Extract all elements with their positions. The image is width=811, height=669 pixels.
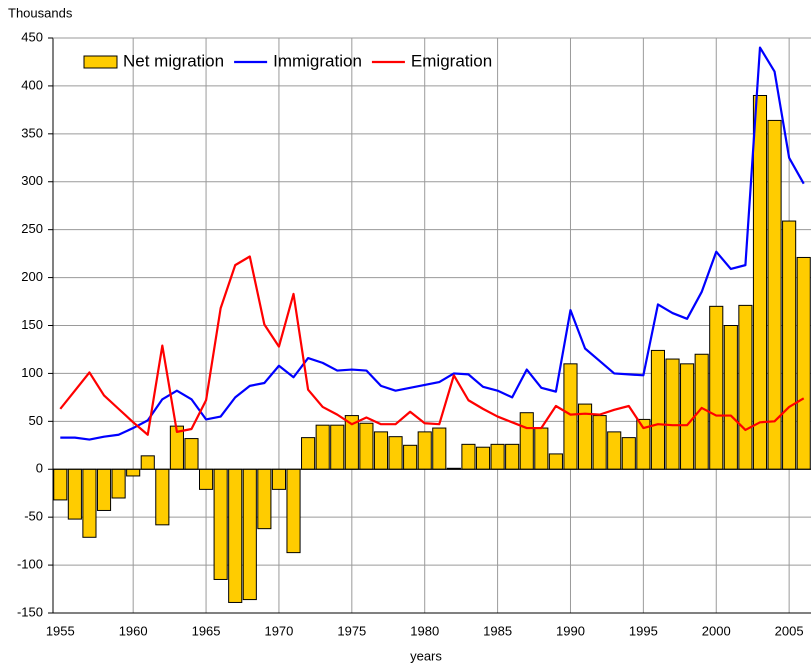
- bar: [548, 453, 563, 470]
- bar: [373, 431, 389, 470]
- y-tick-label: -150: [17, 604, 43, 619]
- bar: [738, 304, 753, 470]
- bar: [680, 363, 695, 470]
- x-axis-label: years: [410, 648, 442, 663]
- bar: [257, 468, 272, 530]
- bar: [111, 468, 126, 499]
- line: [60, 46, 805, 441]
- bar: [796, 256, 811, 470]
- bar: [96, 468, 112, 511]
- bar: [359, 422, 374, 470]
- y-tick-label: 100: [21, 365, 43, 380]
- bar: [534, 427, 549, 470]
- legend-label: Net migration: [123, 51, 224, 70]
- x-tick-label: 2005: [775, 623, 804, 638]
- y-axis-label: Thousands: [8, 5, 73, 20]
- x-tick-label: 1985: [483, 623, 512, 638]
- line: [59, 255, 805, 436]
- y-tick-label: 450: [21, 29, 43, 44]
- x-tick-label: 2000: [702, 623, 731, 638]
- y-tick-label: 50: [29, 413, 43, 428]
- bar: [286, 468, 301, 554]
- y-tick-label: 150: [21, 317, 43, 332]
- bar: [301, 437, 316, 470]
- bar: [184, 438, 199, 470]
- bar: [388, 436, 403, 470]
- x-tick-label: 1975: [337, 623, 366, 638]
- x-tick-label: 1990: [556, 623, 585, 638]
- bar: [140, 455, 155, 470]
- bar: [213, 468, 228, 580]
- bar: [198, 468, 214, 490]
- x-tick-label: 1955: [46, 623, 75, 638]
- bar: [519, 412, 534, 470]
- bar: [417, 431, 432, 470]
- y-tick-label: 0: [36, 461, 43, 476]
- legend-swatch: [83, 55, 118, 69]
- y-tick-label: 300: [21, 173, 43, 188]
- x-tick-label: 1965: [192, 623, 221, 638]
- bar: [432, 427, 447, 470]
- bar: [650, 349, 666, 470]
- x-tick-label: 1995: [629, 623, 658, 638]
- bar: [271, 468, 287, 490]
- y-tick-label: 350: [21, 125, 43, 140]
- y-tick-label: -50: [24, 509, 43, 524]
- bar: [155, 468, 170, 526]
- bar: [330, 424, 345, 470]
- bar: [709, 305, 724, 470]
- bar: [461, 443, 476, 470]
- bar: [665, 358, 680, 470]
- y-tick-label: 250: [21, 221, 43, 236]
- bar: [126, 468, 141, 477]
- bar: [752, 95, 768, 470]
- bar: [228, 468, 243, 603]
- bar: [621, 437, 636, 470]
- bar: [82, 468, 97, 538]
- x-tick-label: 1960: [119, 623, 148, 638]
- legend-label: Emigration: [411, 51, 492, 70]
- bar: [607, 431, 622, 470]
- bar: [67, 468, 82, 520]
- y-tick-label: -100: [17, 557, 43, 572]
- bar: [505, 443, 520, 470]
- bar: [53, 468, 68, 501]
- bar: [475, 446, 491, 470]
- x-tick-label: 1980: [410, 623, 439, 638]
- bar: [563, 363, 578, 470]
- y-tick-label: 200: [21, 269, 43, 284]
- bar: [723, 325, 738, 470]
- bar: [592, 415, 607, 470]
- x-tick-label: 1970: [264, 623, 293, 638]
- bar: [403, 444, 418, 470]
- legend: Net migration Immigration Emigration: [83, 51, 492, 70]
- legend-label: Immigration: [273, 51, 362, 70]
- bar: [315, 424, 330, 470]
- bar: [782, 220, 797, 470]
- bar: [490, 443, 505, 470]
- y-tick-label: 400: [21, 77, 43, 92]
- bar: [242, 468, 257, 601]
